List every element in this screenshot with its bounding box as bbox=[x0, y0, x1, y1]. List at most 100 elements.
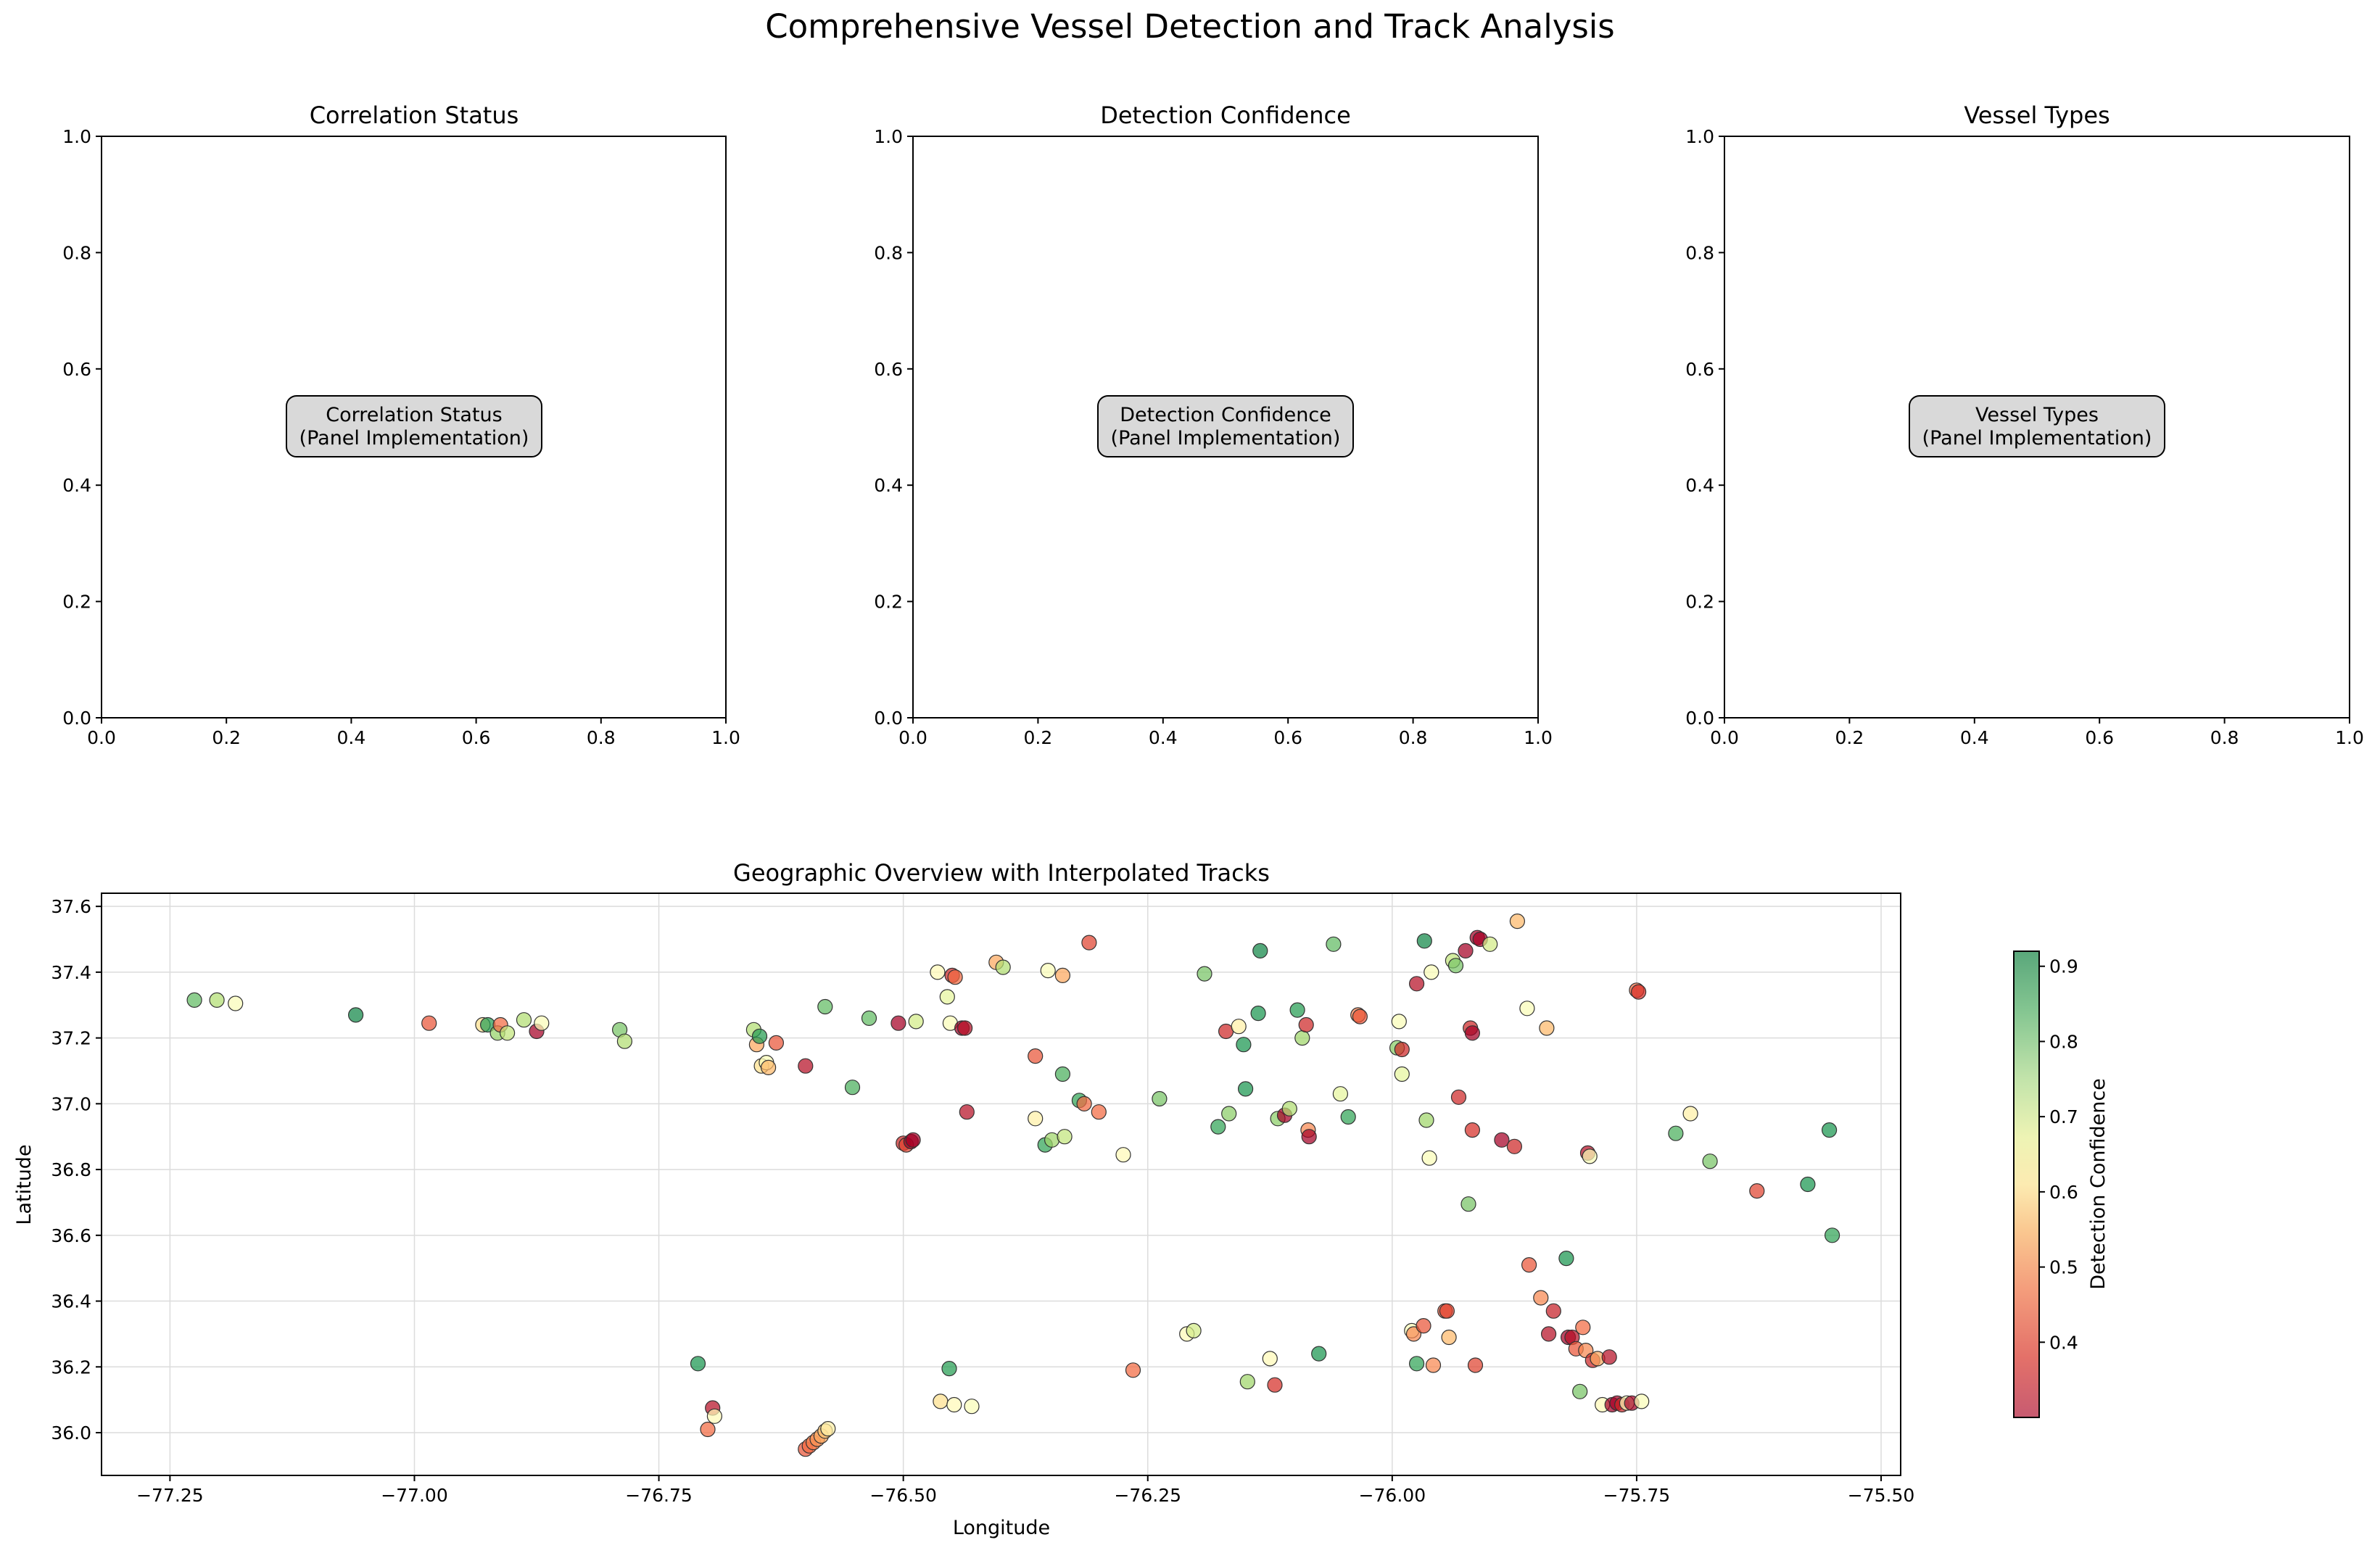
y-tick-label: 0.0 bbox=[62, 708, 91, 729]
vessel-point bbox=[1301, 1129, 1317, 1145]
x-tick-label: 1.0 bbox=[2335, 727, 2364, 748]
colorbar-tick-label: 0.5 bbox=[2049, 1257, 2078, 1278]
vessel-point bbox=[1424, 964, 1439, 980]
vessel-point bbox=[706, 1408, 723, 1424]
vessel-point bbox=[1218, 1023, 1234, 1040]
y-tick-label: 0.2 bbox=[874, 592, 903, 613]
colorbar-gradient bbox=[2013, 951, 2040, 1418]
y-tick-label: 37.4 bbox=[51, 962, 91, 983]
colorbar-tick-label: 0.9 bbox=[2049, 956, 2078, 977]
x-tick-label: 0.6 bbox=[1273, 727, 1302, 748]
vessel-point bbox=[348, 1007, 364, 1023]
x-tick-label: −76.25 bbox=[1114, 1485, 1181, 1506]
vessel-point bbox=[1521, 1256, 1537, 1273]
y-tick-label: 36.2 bbox=[51, 1357, 91, 1378]
vessel-point bbox=[1326, 936, 1342, 952]
vessel-point bbox=[1281, 1101, 1297, 1117]
y-tick-label: 0.6 bbox=[1685, 359, 1714, 380]
vessel-point bbox=[209, 992, 225, 1009]
panel-title: Geographic Overview with Interpolated Tr… bbox=[733, 859, 1270, 887]
y-axis-ticks: 0.0 0.2 0.4 0.6 0.8 1.0 bbox=[62, 126, 102, 729]
y-tick-label: 0.0 bbox=[874, 708, 903, 729]
x-tick-label: 0.2 bbox=[1835, 727, 1864, 748]
y-tick-label: 0.4 bbox=[1685, 475, 1714, 496]
vessel-point bbox=[1509, 913, 1525, 929]
y-axis-ticks: 0.0 0.2 0.4 0.6 0.8 1.0 bbox=[874, 126, 913, 729]
vessel-point bbox=[690, 1356, 706, 1372]
y-axis-ticks: 0.0 0.2 0.4 0.6 0.8 1.0 bbox=[1685, 126, 1724, 729]
placeholder-text-line1: Detection Confidence bbox=[1120, 404, 1331, 426]
vessel-point bbox=[1081, 935, 1097, 951]
x-axis-ticks: −77.25 −77.00 −76.75 −76.50 −76.25 −76.00 −75.… bbox=[136, 1475, 1914, 1506]
y-tick-label: 0.8 bbox=[874, 242, 903, 263]
vessel-point bbox=[1541, 1326, 1557, 1342]
vessel-point bbox=[1040, 962, 1056, 979]
colorbar-tick-label: 0.8 bbox=[2049, 1031, 2078, 1052]
vessel-point bbox=[1421, 1150, 1437, 1166]
vessel-point bbox=[499, 1025, 516, 1041]
y-tick-label: 36.6 bbox=[51, 1225, 91, 1246]
y-axis-ticks: 36.0 36.2 36.4 36.6 36.8 37.0 37.2 37.4 37.6 bbox=[51, 896, 102, 1444]
panel-geographic-overview: Geographic Overview with Interpolated Tr… bbox=[13, 859, 1914, 1539]
vessel-point bbox=[947, 969, 963, 985]
plot-area bbox=[101, 893, 1901, 1476]
x-tick-label: 0.0 bbox=[87, 727, 116, 748]
x-axis-ticks: 0.0 0.2 0.4 0.6 0.8 1.0 bbox=[1710, 718, 2364, 748]
vessel-point bbox=[1340, 1109, 1356, 1125]
vessel-point bbox=[1450, 1089, 1467, 1105]
placeholder-box bbox=[1097, 395, 1354, 457]
y-tick-label: 0.8 bbox=[62, 242, 91, 263]
colorbar-label: Detection Confidence bbox=[2087, 1078, 2110, 1290]
x-tick-label: −76.50 bbox=[869, 1485, 937, 1506]
y-tick-label: 0.2 bbox=[1685, 592, 1714, 613]
vessel-point bbox=[1311, 1346, 1327, 1362]
vessel-point bbox=[1425, 1357, 1442, 1373]
vessel-point bbox=[946, 1396, 962, 1413]
vessel-point bbox=[941, 1360, 957, 1377]
vessel-point bbox=[1582, 1148, 1598, 1164]
vessel-point bbox=[1464, 1025, 1481, 1041]
x-tick-label: 0.6 bbox=[2085, 727, 2114, 748]
vessel-point bbox=[1539, 1020, 1555, 1036]
vessel-point bbox=[1044, 1132, 1060, 1148]
vessel-point bbox=[1239, 1374, 1255, 1390]
vessel-point bbox=[1028, 1048, 1044, 1064]
vessel-point bbox=[186, 992, 202, 1009]
vessel-point bbox=[933, 1393, 949, 1409]
vessel-point bbox=[1076, 1096, 1092, 1112]
vessel-point bbox=[1482, 936, 1498, 952]
panel-title: Vessel Types bbox=[1964, 102, 2110, 129]
y-tick-label: 1.0 bbox=[874, 126, 903, 147]
vessel-point bbox=[817, 998, 833, 1015]
vessel-point bbox=[905, 1132, 921, 1148]
vessel-point bbox=[1825, 1227, 1840, 1243]
x-axis-ticks: 0.0 0.2 0.4 0.6 0.8 1.0 bbox=[898, 718, 1553, 748]
y-tick-label: 37.6 bbox=[51, 896, 91, 917]
y-tick-label: 36.4 bbox=[51, 1291, 91, 1312]
plot-area bbox=[912, 136, 1539, 718]
x-tick-label: 1.0 bbox=[711, 727, 740, 748]
vessel-point bbox=[1702, 1154, 1718, 1169]
vessel-point bbox=[760, 1059, 777, 1076]
plot-area bbox=[101, 136, 727, 718]
vessel-point bbox=[1439, 1303, 1455, 1319]
x-tick-label: 0.4 bbox=[1149, 727, 1178, 748]
vessel-point bbox=[421, 1015, 437, 1031]
colorbar-tick-label: 0.6 bbox=[2049, 1182, 2078, 1203]
vessel-point bbox=[1289, 1002, 1305, 1018]
x-tick-label: 0.0 bbox=[1710, 727, 1739, 748]
vessel-point bbox=[1682, 1106, 1698, 1122]
vessel-point bbox=[534, 1015, 550, 1031]
vessel-point bbox=[1447, 958, 1464, 974]
vessel-point bbox=[1152, 1090, 1168, 1107]
vessel-point bbox=[1519, 1001, 1535, 1016]
y-tick-label: 37.0 bbox=[51, 1093, 91, 1114]
vessel-point bbox=[751, 1028, 768, 1044]
vessel-point bbox=[1186, 1322, 1202, 1339]
panel-title: Detection Confidence bbox=[1100, 102, 1351, 129]
vessel-point bbox=[1210, 1119, 1226, 1135]
panel-correlation-status: Correlation Status 0.0 0.2 0.4 0.6 0.8 1.0 0.… bbox=[62, 102, 740, 748]
vessel-point bbox=[820, 1420, 836, 1437]
vessel-point bbox=[1460, 1196, 1476, 1212]
